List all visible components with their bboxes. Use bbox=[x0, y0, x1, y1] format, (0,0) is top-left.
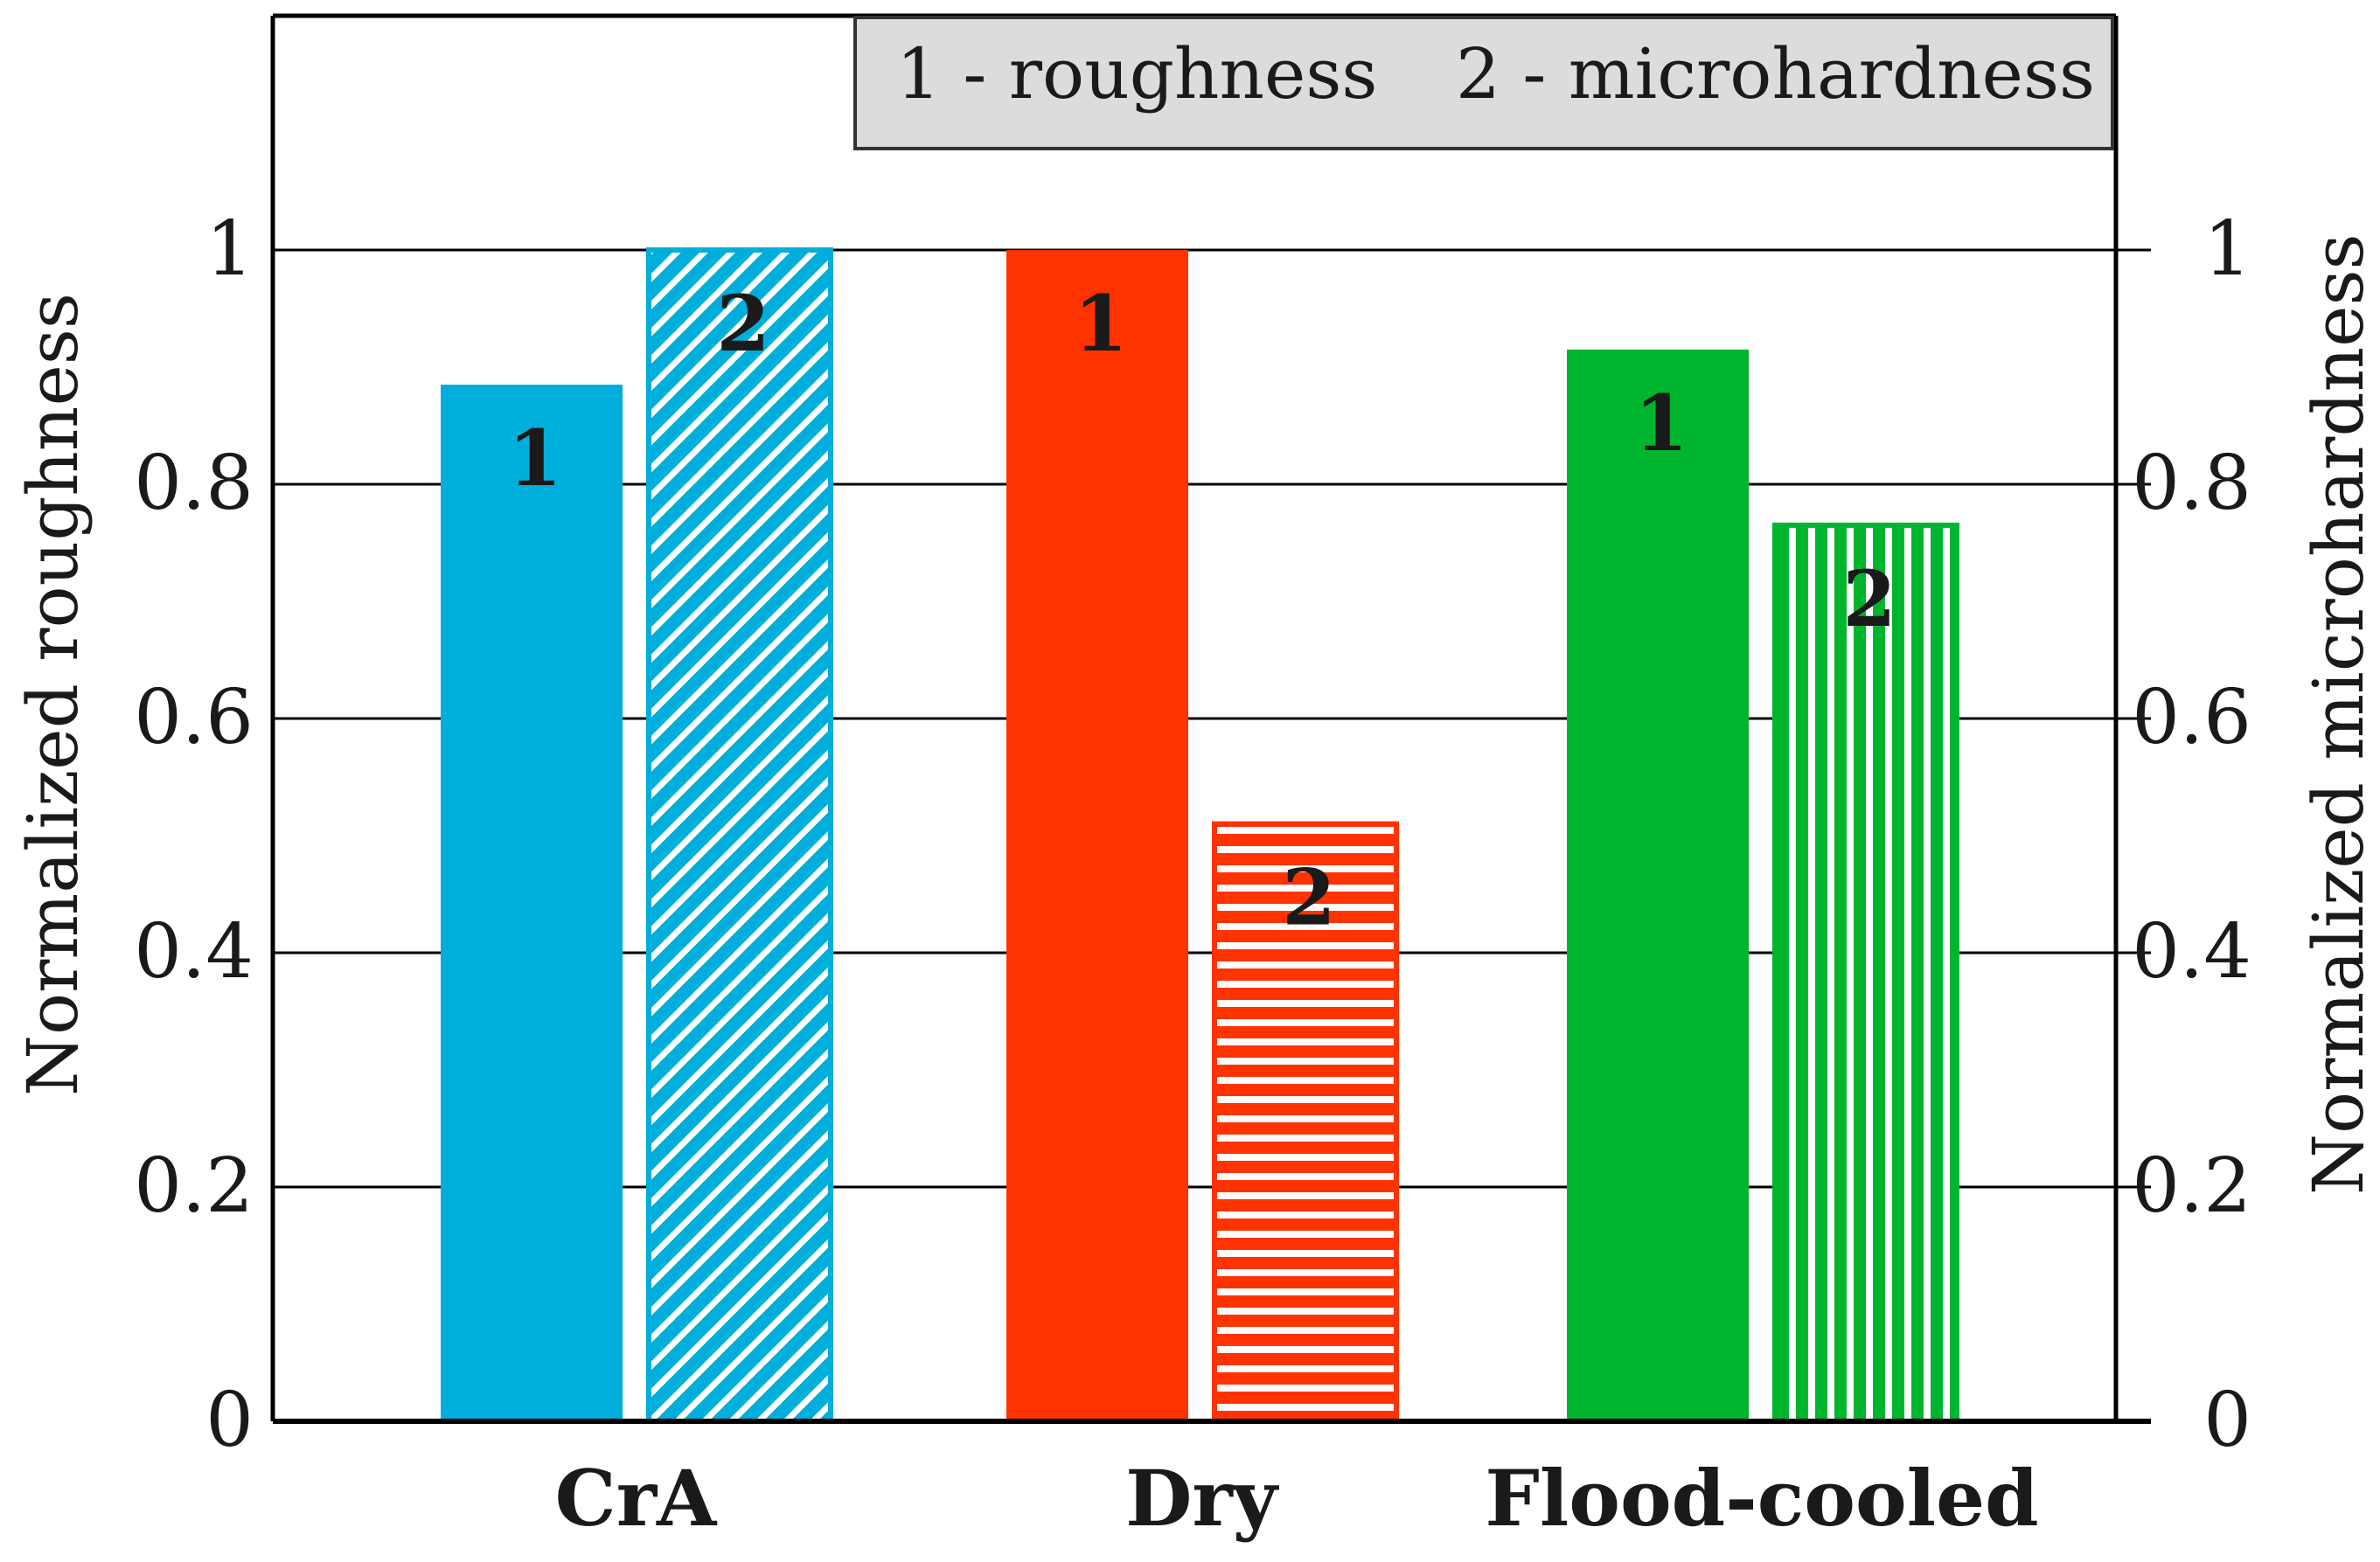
x-category-label: Flood-cooled bbox=[1485, 1453, 2038, 1544]
x-category-label: Dry bbox=[1125, 1453, 1280, 1544]
tick-labels: 0 0 0.2 0.2 0.4 0.4 0.6 0.6 0.8 0.8 1 1 bbox=[134, 205, 2251, 1464]
bars-group: 1 2 1 2 1 2 bbox=[441, 247, 1959, 1424]
bar-number-label: 2 bbox=[1842, 553, 1896, 644]
y-tick-label-left: 0 bbox=[205, 1377, 254, 1464]
bar-roughness-flood-cooled bbox=[1567, 349, 1749, 1421]
bar-number-label: 1 bbox=[1634, 378, 1688, 469]
bar-microhardness-cra bbox=[646, 247, 833, 1424]
x-category-label: CrA bbox=[555, 1453, 718, 1544]
y-tick-label-right: 0.2 bbox=[2132, 1142, 2251, 1230]
legend-box bbox=[853, 16, 2114, 150]
bar-number-label: 2 bbox=[716, 278, 769, 369]
y-tick-label-right: 0.4 bbox=[2132, 908, 2251, 996]
y-axis-left-title: Normalized roughness bbox=[12, 293, 94, 1096]
y-tick-label-right: 0 bbox=[2203, 1377, 2251, 1464]
y-tick-label-right: 0.8 bbox=[2132, 440, 2251, 527]
y-tick-label-left: 0.6 bbox=[134, 674, 254, 761]
legend-entry-roughness: 1 - roughness bbox=[896, 33, 1377, 115]
y-tick-label-right: 0.6 bbox=[2132, 674, 2251, 761]
y-tick-label-right: 1 bbox=[2203, 205, 2251, 293]
bar-number-label: 1 bbox=[1074, 278, 1127, 369]
legend-entry-microhardness: 2 - microhardness bbox=[1456, 33, 2095, 115]
bar-microhardness-flood-cooled bbox=[1772, 522, 1959, 1424]
bar-roughness-dry bbox=[1006, 250, 1188, 1421]
bar-number-label: 2 bbox=[1282, 852, 1335, 943]
y-tick-label-left: 0.8 bbox=[134, 440, 254, 527]
y-axis-right-title: Normalized microhardness bbox=[2298, 233, 2379, 1195]
bar-roughness-cra bbox=[441, 385, 623, 1422]
legend: 1 - roughness 2 - microhardness bbox=[853, 16, 2114, 150]
category-labels: CrA Dry Flood-cooled bbox=[555, 1453, 2039, 1544]
bar-number-label: 1 bbox=[508, 413, 561, 503]
y-tick-label-left: 1 bbox=[205, 205, 254, 293]
y-tick-label-left: 0.4 bbox=[134, 908, 254, 996]
y-tick-label-left: 0.2 bbox=[134, 1142, 254, 1230]
bar-microhardness-dry bbox=[1212, 821, 1399, 1424]
